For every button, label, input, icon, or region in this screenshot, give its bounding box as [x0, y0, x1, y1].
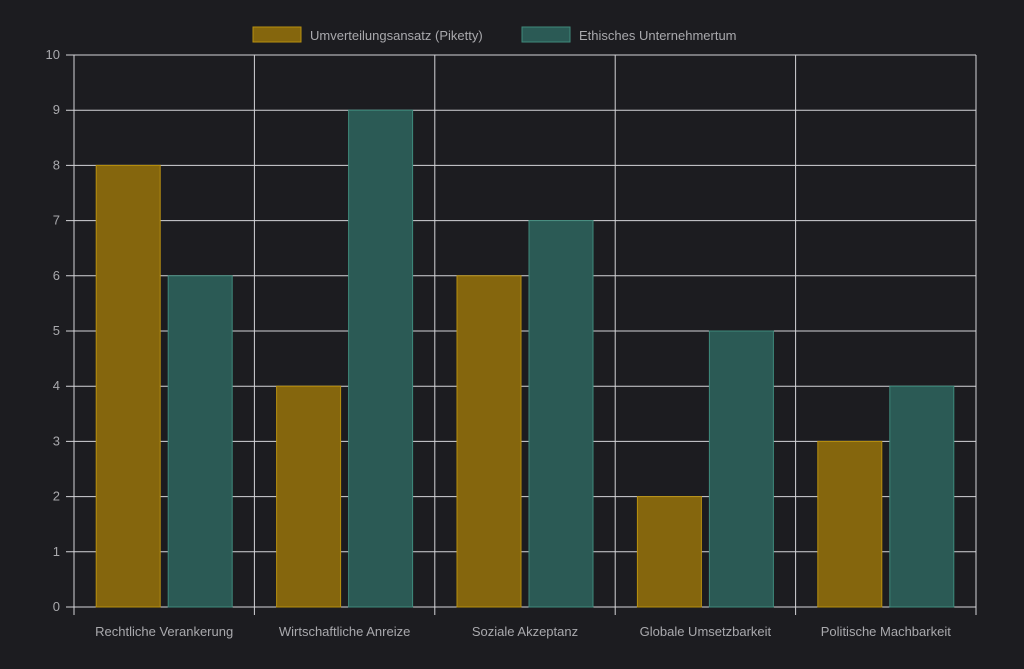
x-tick-label: Globale Umsetzbarkeit — [640, 624, 772, 639]
bars — [95, 109, 955, 608]
x-tick-label: Soziale Akzeptanz — [472, 624, 578, 639]
bar-piketty — [456, 275, 522, 608]
x-tick-label: Rechtliche Verankerung — [95, 624, 233, 639]
bar-ethisch — [167, 275, 233, 608]
bar-ethisch — [348, 109, 414, 608]
bar-piketty — [636, 496, 702, 608]
bar-ethisch — [889, 385, 955, 608]
x-tick-label: Wirtschaftliche Anreize — [279, 624, 411, 639]
legend-swatch — [521, 26, 571, 43]
legend-swatch — [252, 26, 302, 43]
y-tick-label: 0 — [53, 599, 60, 614]
y-tick-label: 7 — [53, 213, 60, 228]
y-tick-label: 3 — [53, 433, 60, 448]
y-tick-label: 8 — [53, 157, 60, 172]
bar-ethisch — [528, 220, 594, 608]
legend-label: Umverteilungsansatz (Piketty) — [310, 28, 483, 43]
tick-labels: 0 1 2 3 4 5 6 7 8 9 10 Rechtliche Verankerung Wirtsc… — [46, 47, 952, 639]
y-tick-label: 1 — [53, 544, 60, 559]
y-tick-label: 6 — [53, 268, 60, 283]
legend-label: Ethisches Unternehmertum — [579, 28, 737, 43]
bar-piketty — [276, 385, 342, 608]
legend: Umverteilungsansatz (Piketty) Ethisches U… — [252, 26, 737, 43]
bar-ethisch — [708, 330, 774, 608]
bar-piketty — [817, 440, 883, 608]
bar-piketty — [95, 164, 161, 608]
x-tick-label: Politische Machbarkeit — [821, 624, 951, 639]
y-tick-label: 10 — [46, 47, 60, 62]
y-tick-label: 5 — [53, 323, 60, 338]
y-tick-label: 4 — [53, 378, 60, 393]
y-tick-label: 2 — [53, 489, 60, 504]
y-tick-label: 9 — [53, 102, 60, 117]
